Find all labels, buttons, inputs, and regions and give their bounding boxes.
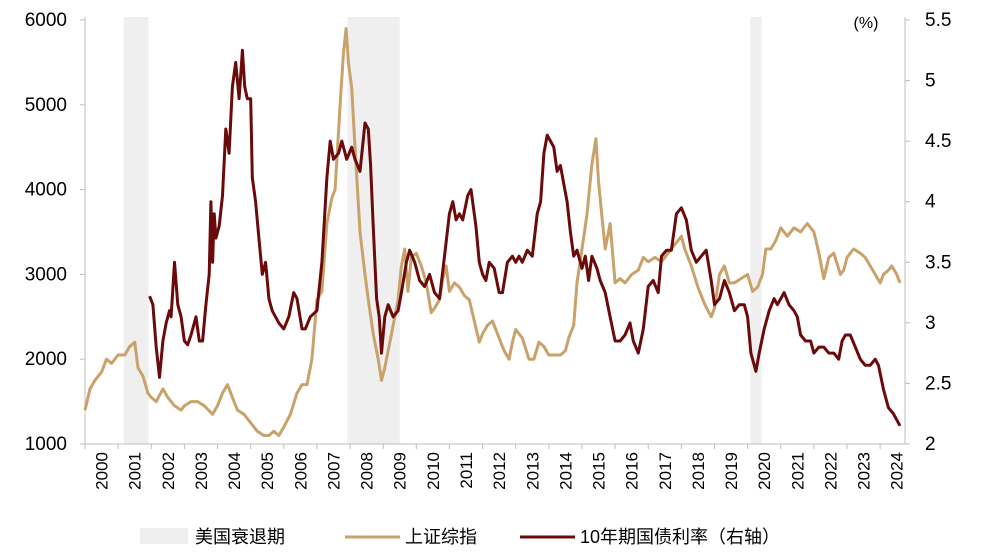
shanghai-index-line xyxy=(83,27,902,437)
bond-yield-line xyxy=(148,48,902,427)
right-tick-label: 4.5 xyxy=(925,131,951,152)
x-tick-label: 2001 xyxy=(126,452,145,490)
legend-label: 上证综指 xyxy=(405,527,477,547)
x-tick-label: 2015 xyxy=(590,452,609,490)
left-axis-ticks: 1000 2000 3000 4000 5000 6000 xyxy=(25,10,85,455)
series xyxy=(83,27,902,437)
x-tick-label: 2012 xyxy=(490,452,509,490)
x-tick-label: 2004 xyxy=(225,452,244,490)
recession-band xyxy=(750,17,762,444)
x-tick-label: 2000 xyxy=(93,452,112,490)
right-axis-ticks: 2 2.5 3 3.5 4 4.5 5 5.5 xyxy=(905,10,951,455)
x-tick-label: 2024 xyxy=(888,452,907,490)
x-tick-label: 2014 xyxy=(556,452,575,490)
x-tick-label: 2011 xyxy=(457,452,476,489)
x-tick-label: 2005 xyxy=(258,452,277,490)
right-tick-label: 2.5 xyxy=(925,373,951,394)
left-tick-label: 1000 xyxy=(25,434,67,455)
x-tick-label: 2006 xyxy=(291,452,310,490)
x-tick-label: 2003 xyxy=(192,452,211,490)
legend: 美国衰退期 上证综指 10年期国债利率（右轴） xyxy=(140,527,780,547)
x-tick-label: 2021 xyxy=(788,452,807,490)
right-tick-label: 4 xyxy=(925,192,936,213)
x-tick-label: 2010 xyxy=(424,452,443,490)
recession-band xyxy=(123,17,149,444)
x-tick-label: 2007 xyxy=(324,452,343,490)
right-tick-label: 3.5 xyxy=(925,252,951,273)
right-tick-label: 5 xyxy=(925,71,936,92)
x-axis-ticks: 2000 2001 2002 2003 2004 2005 2006 2007 2008 2009… xyxy=(84,444,907,490)
legend-label: 美国衰退期 xyxy=(195,527,285,547)
x-tick-label: 2018 xyxy=(689,452,708,490)
x-tick-label: 2016 xyxy=(623,452,642,490)
axes xyxy=(84,17,906,445)
legend-label: 10年期国债利率（右轴） xyxy=(580,527,780,547)
x-tick-label: 2017 xyxy=(656,452,675,490)
x-tick-label: 2009 xyxy=(391,452,410,490)
right-tick-label: 3 xyxy=(925,313,936,334)
right-axis-unit: (%) xyxy=(854,15,879,32)
right-tick-label: 5.5 xyxy=(925,10,951,31)
x-tick-label: 2013 xyxy=(523,452,542,490)
x-tick-label: 2023 xyxy=(855,452,874,490)
legend-swatch-recession xyxy=(140,528,188,544)
right-tick-label: 2 xyxy=(925,434,936,455)
x-tick-label: 2020 xyxy=(755,452,774,490)
left-tick-label: 5000 xyxy=(25,95,67,116)
x-tick-label: 2002 xyxy=(159,452,178,490)
left-tick-label: 4000 xyxy=(25,180,67,201)
x-tick-label: 2019 xyxy=(722,452,741,490)
left-tick-label: 3000 xyxy=(25,264,67,285)
x-tick-label: 2008 xyxy=(358,452,377,490)
left-tick-label: 2000 xyxy=(25,349,67,370)
left-tick-label: 6000 xyxy=(25,10,67,31)
x-tick-label: 2022 xyxy=(821,452,840,490)
